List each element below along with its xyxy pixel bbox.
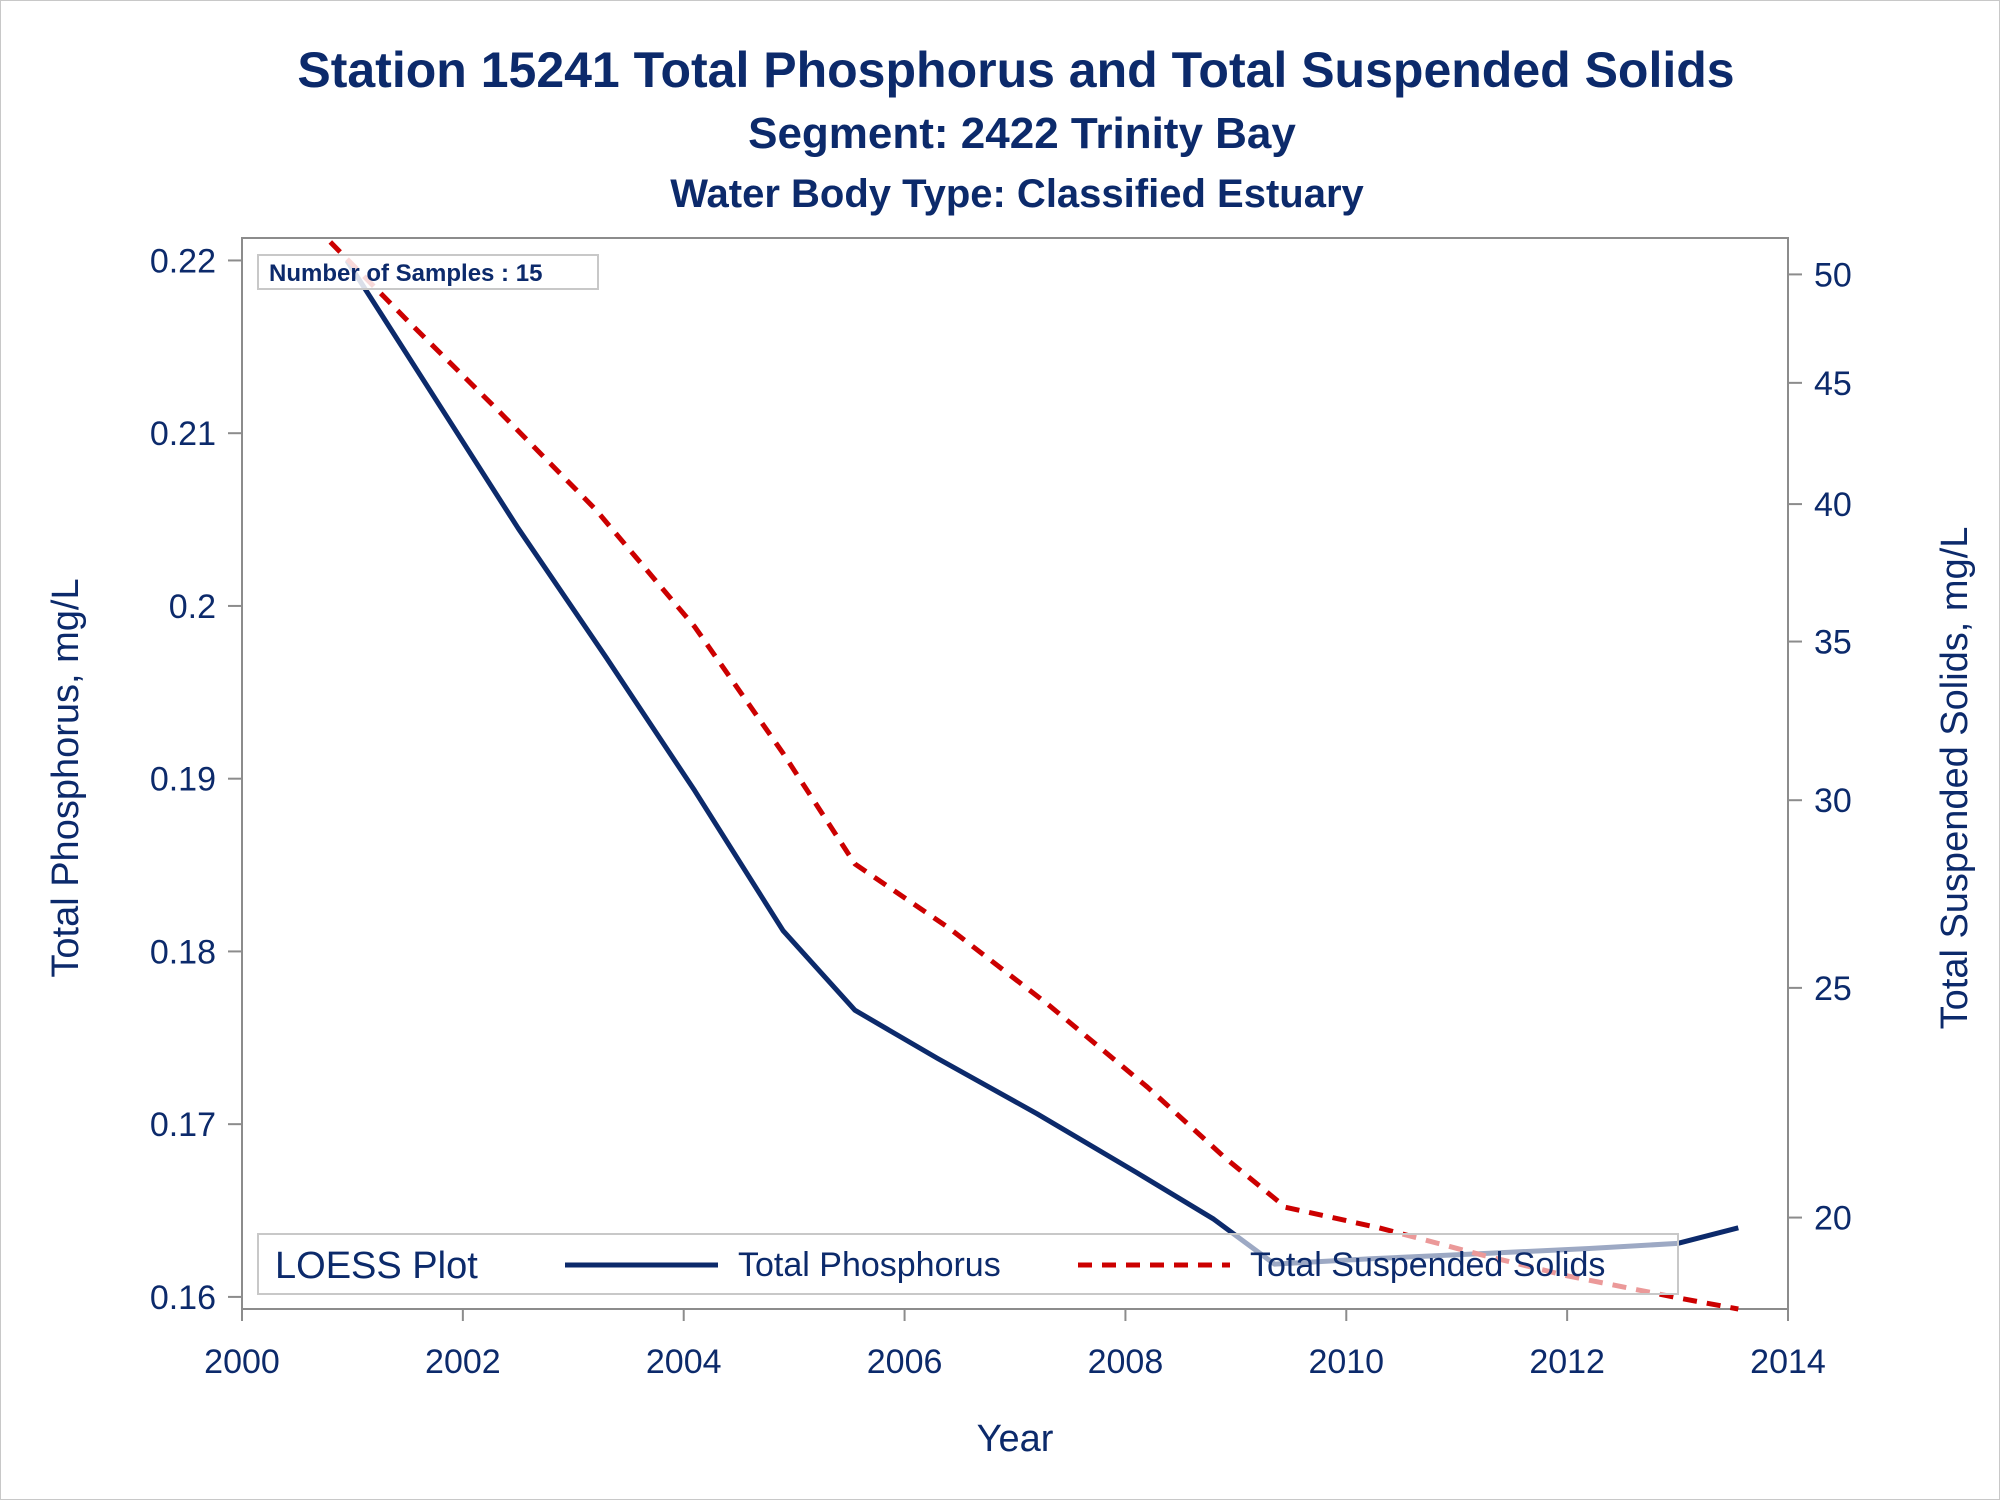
y-tick-label-4: 0.2 xyxy=(169,588,216,626)
y-axis-right: 20 25 30 35 40 45 50 xyxy=(1788,256,1852,1238)
legend-item-total-phosphorus: Total Phosphorus xyxy=(738,1246,1001,1284)
x-axis: 2000 2002 2004 2006 2008 2010 2012 2014 xyxy=(204,1309,1826,1381)
x-axis-label: Year xyxy=(977,1418,1054,1460)
x-tick-label-2: 2004 xyxy=(646,1343,722,1381)
series-line-total-suspended-solids xyxy=(328,240,1739,1312)
y2-axis-label: Total Suspended Solids, mg/L xyxy=(1934,527,1976,1030)
legend-item-total-suspended-solids: Total Suspended Solids xyxy=(1250,1246,1605,1284)
x-tick-label-0: 2000 xyxy=(204,1343,280,1381)
x-tick-label-4: 2008 xyxy=(1088,1343,1164,1381)
y2-tick-label-0: 20 xyxy=(1814,1200,1852,1238)
x-tick-label-7: 2014 xyxy=(1750,1343,1826,1381)
chart-subtitle: Segment: 2422 Trinity Bay xyxy=(748,109,1296,158)
x-tick-label-6: 2012 xyxy=(1529,1343,1605,1381)
sample-count-label: Number of Samples : 15 xyxy=(269,260,542,287)
y-tick-label-5: 0.21 xyxy=(150,415,216,453)
y-tick-label-6: 0.22 xyxy=(150,242,216,280)
y-axis-left: 0.16 0.17 0.18 0.19 0.2 0.21 0.22 xyxy=(150,242,242,1317)
sample-count-box xyxy=(257,254,599,290)
y2-tick-label-6: 50 xyxy=(1814,256,1852,294)
chart-title: Station 15241 Total Phosphorus and Total… xyxy=(297,42,1734,98)
y-tick-label-2: 0.18 xyxy=(150,933,216,971)
x-tick-label-1: 2002 xyxy=(425,1343,501,1381)
y2-tick-label-2: 30 xyxy=(1814,782,1852,820)
y2-tick-label-1: 25 xyxy=(1814,970,1852,1008)
y-tick-label-0: 0.16 xyxy=(150,1279,216,1317)
series-layer xyxy=(328,240,1739,1312)
series-line-total-phosphorus xyxy=(344,259,1739,1267)
y-axis-label: Total Phosphorus, mg/L xyxy=(45,578,87,977)
legend-title: LOESS Plot xyxy=(275,1245,478,1287)
chart-subtitle-2: Water Body Type: Classified Estuary xyxy=(670,172,1364,216)
x-tick-label-3: 2006 xyxy=(867,1343,943,1381)
legend-box xyxy=(257,1233,1679,1295)
legend: LOESS Plot Total Phosphorus Total Suspen… xyxy=(257,1233,1679,1295)
x-tick-label-5: 2010 xyxy=(1308,1343,1384,1381)
y2-tick-label-5: 45 xyxy=(1814,365,1852,403)
y2-tick-label-3: 35 xyxy=(1814,624,1852,662)
y-tick-label-3: 0.19 xyxy=(150,761,216,799)
y-tick-label-1: 0.17 xyxy=(150,1106,216,1144)
plot-area xyxy=(241,237,1789,1310)
y2-tick-label-4: 40 xyxy=(1814,486,1852,524)
